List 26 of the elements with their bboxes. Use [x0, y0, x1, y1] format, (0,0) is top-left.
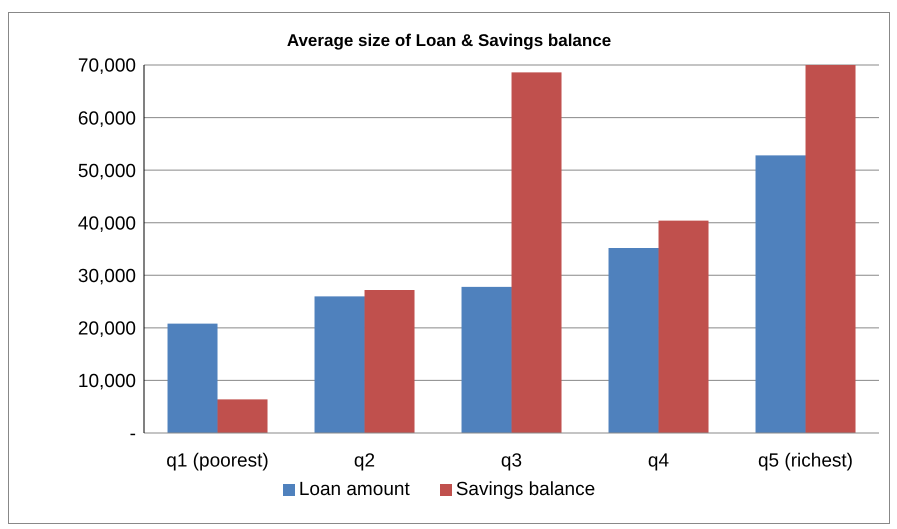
- y-tick-label: 50,000: [78, 160, 136, 182]
- y-tick-label: 30,000: [78, 266, 136, 288]
- chart-title: Average size of Loan & Savings balance: [286, 31, 612, 51]
- x-tick-label: q4: [648, 450, 670, 472]
- bar: [218, 399, 268, 433]
- y-tick-label: 10,000: [78, 371, 136, 392]
- y-tick-label: 20,000: [78, 318, 136, 340]
- bar: [314, 296, 365, 433]
- y-tick-label: 70,000: [78, 56, 136, 77]
- bar: [756, 155, 806, 433]
- y-tick-label: 60,000: [78, 108, 136, 130]
- y-tick-label: 40,000: [78, 213, 136, 234]
- y-tick-label: -: [130, 424, 136, 445]
- legend-label: Savings balance: [456, 479, 596, 500]
- bar: [168, 324, 218, 433]
- bar: [806, 65, 856, 433]
- bar: [462, 286, 512, 433]
- bar: [608, 248, 659, 433]
- bar: [512, 72, 562, 433]
- legend-label: Loan amount: [298, 479, 410, 500]
- x-tick-label: q5 (richest): [758, 450, 854, 472]
- x-tick-label: q2: [354, 450, 376, 472]
- bar: [658, 220, 709, 433]
- bar: [364, 290, 415, 433]
- x-tick-label: q1 (poorest): [166, 450, 269, 472]
- x-tick-label: q3: [500, 450, 522, 472]
